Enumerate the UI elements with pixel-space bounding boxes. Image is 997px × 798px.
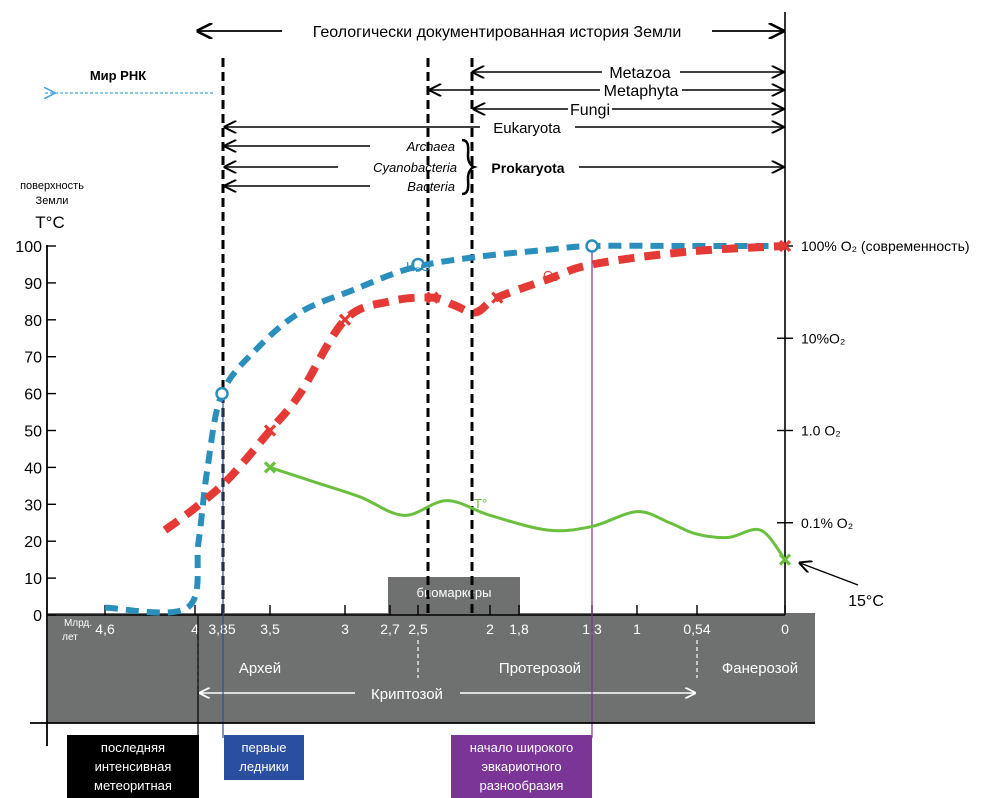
series-layer	[104, 242, 787, 616]
y-tick-group: 0 10 20 30 40 50 60 70 80 90 100	[15, 239, 56, 625]
x-tick-label: 0	[781, 621, 789, 637]
biomarkers-box	[388, 577, 520, 613]
x-tick-label: 3,85	[208, 621, 235, 637]
fungi-label: Fungi	[570, 102, 610, 119]
event-box-text: эвкариотного	[481, 759, 561, 774]
rna-world-label: Мир РНК	[90, 68, 146, 83]
right-tick-label: 100% O₂ (современность)	[801, 238, 970, 254]
event-box-text: метеоритная	[94, 778, 172, 793]
bacteria-label: Bacteria	[407, 179, 455, 194]
h2o-label: H₂O	[406, 259, 431, 274]
x-tick-label: 2,5	[408, 621, 428, 637]
y-tick-label: 30	[24, 497, 42, 514]
x-tick-label: 3,5	[260, 621, 280, 637]
y-axis-unit: T°C	[35, 213, 64, 232]
y-tick-label: 0	[33, 608, 42, 625]
x-tick-label: 1	[633, 621, 641, 637]
series-line-2	[269, 465, 787, 561]
x-tick-label: 0,54	[683, 621, 710, 637]
y-tick-label: 40	[24, 460, 42, 477]
o-circle-marker	[585, 239, 599, 253]
prokaryota-label: Prokaryota	[491, 160, 564, 176]
y-tick-label: 20	[24, 534, 42, 551]
temp-15-arrow	[800, 563, 859, 586]
y-axis-title-line1: поверхность	[20, 180, 84, 192]
x-marker	[491, 291, 504, 304]
event-box-text: разнообразия	[480, 778, 564, 793]
x-unit-label: Млрд. лет	[62, 618, 92, 643]
x-tick-label: 3	[341, 621, 349, 637]
event-box-0	[67, 735, 199, 798]
right-tick-label: 1.0 O₂	[801, 423, 841, 439]
o-circle-marker	[411, 257, 425, 272]
y-tick-label: 80	[24, 313, 42, 330]
x-tick-group: 4,6 4 3,85 3,5 3 2,7 2,5 2 1,8 1,3 1 0,54 0	[95, 605, 789, 637]
temp-15-label: 15°C	[848, 593, 884, 610]
x-marker	[778, 239, 792, 253]
o2-label: O₂	[543, 268, 558, 283]
x-tick-label: 4,6	[95, 621, 115, 637]
era-cryptozoic: Криптозой	[371, 686, 443, 703]
metaphyta-label: Metaphyta	[604, 83, 679, 100]
x-tick-label: 2	[486, 621, 494, 637]
event-box-text: первые	[242, 740, 287, 755]
timeline-title: Геологически документированная история З…	[313, 24, 682, 41]
cyanobacteria-label: Cyanobacteria	[373, 160, 457, 175]
event-box-text: начало широкого	[470, 740, 574, 755]
x-tick-label: 4	[191, 621, 199, 637]
eukaryota-label: Eukaryota	[493, 120, 561, 137]
prokaryota-brace	[461, 138, 478, 196]
x-tick-label: 1,8	[509, 621, 529, 637]
o-circle-marker	[215, 386, 229, 401]
y-axis-title-line2: Земли	[36, 195, 69, 207]
event-box-text: ледники	[239, 759, 289, 774]
series-line-0	[104, 242, 785, 616]
timescale-band	[48, 613, 815, 723]
x-marker	[426, 291, 439, 304]
right-tick-label: 0.1% O₂	[801, 515, 853, 531]
right-tick-label: 10%O₂	[801, 330, 845, 346]
y-tick-label: 90	[24, 276, 42, 293]
event-box-1	[224, 735, 304, 780]
era-archean: Архей	[239, 660, 281, 677]
right-axis-tick-group: 100% O₂ (современность) 10%O₂ 1.0 O₂ 0.1% O…	[777, 238, 970, 531]
t-label: T°	[474, 496, 487, 511]
event-box-2	[451, 735, 592, 798]
x-marker	[778, 553, 792, 566]
event-boxes: последняя интенсивная метеоритная первые лед…	[67, 735, 592, 798]
metazoa-label: Metazoa	[609, 65, 670, 82]
series-line-1	[162, 242, 786, 534]
era-proterozoic: Протерозой	[499, 660, 581, 677]
y-tick-label: 60	[24, 387, 42, 404]
y-tick-label: 10	[24, 571, 42, 588]
y-tick-label: 50	[24, 424, 42, 441]
event-box-text: интенсивная	[95, 759, 172, 774]
x-marker	[263, 461, 277, 474]
x-marker	[263, 424, 277, 437]
archaea-label: Archaea	[406, 139, 455, 154]
x-marker	[338, 313, 352, 326]
marker-layer	[215, 239, 792, 566]
event-box-text: последняя	[101, 740, 165, 755]
y-tick-label: 100	[15, 239, 42, 256]
y-tick-label: 70	[24, 350, 42, 367]
era-phanerozoic: Фанерозой	[722, 660, 798, 677]
x-tick-label: 2,7	[380, 621, 400, 637]
